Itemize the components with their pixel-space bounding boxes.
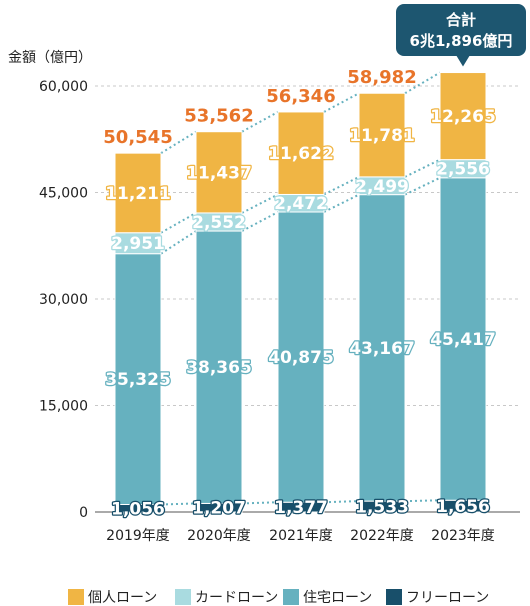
connector-free bbox=[323, 500, 360, 504]
data-label-personal: 11,622 bbox=[268, 144, 334, 164]
y-tick-label: 45,000 bbox=[39, 186, 88, 202]
y-tick-label: 60,000 bbox=[39, 79, 88, 95]
data-label-card: 2,552 bbox=[192, 213, 246, 233]
connector-housing bbox=[323, 193, 360, 213]
connector-personal bbox=[404, 71, 441, 95]
data-label-free: 1,377 bbox=[274, 498, 328, 518]
bar-housing bbox=[439, 177, 487, 501]
legend-label-free: フリーローン bbox=[406, 590, 489, 606]
y-tick-label: 15,000 bbox=[39, 399, 88, 415]
bar-housing bbox=[277, 211, 325, 503]
total-label: 58,982 bbox=[347, 67, 416, 88]
bar-housing bbox=[114, 253, 162, 506]
connector-housing bbox=[404, 176, 441, 196]
x-tick-label: 2019年度 bbox=[106, 528, 170, 544]
connector-free bbox=[160, 502, 197, 506]
connector-card bbox=[404, 158, 441, 178]
connector-card bbox=[160, 212, 197, 234]
y-tick-label: 30,000 bbox=[39, 292, 88, 308]
bars bbox=[114, 72, 487, 513]
bar-personal bbox=[114, 152, 162, 234]
legend-swatch-free bbox=[386, 589, 402, 605]
callout-box bbox=[396, 4, 526, 56]
legend-swatch-personal bbox=[68, 589, 84, 605]
connector-personal bbox=[323, 92, 360, 113]
legend: 個人ローン カードローン 住宅ローン フリーローン bbox=[68, 589, 489, 606]
data-label-free: 1,533 bbox=[355, 498, 409, 518]
data-label-personal: 11,781 bbox=[349, 126, 415, 146]
data-label-housing: 38,365 bbox=[186, 358, 252, 378]
callout-line2: 6兆1,896億円 bbox=[410, 32, 513, 50]
total-label: 56,346 bbox=[266, 86, 335, 107]
total-labels: 50,545 53,562 56,346 58,982 bbox=[103, 67, 416, 148]
bar-personal bbox=[277, 111, 325, 195]
data-label-housing: 43,167 bbox=[349, 339, 415, 359]
data-label-personal: 12,265 bbox=[430, 107, 496, 127]
data-label-personal: 11,211 bbox=[105, 184, 171, 204]
data-label-housing: 40,875 bbox=[268, 348, 334, 368]
connector-housing bbox=[160, 230, 197, 255]
legend-swatch-card bbox=[175, 589, 191, 605]
data-label-card: 2,556 bbox=[436, 160, 490, 180]
connector-personal bbox=[160, 130, 197, 154]
legend-label-housing: 住宅ローン bbox=[303, 590, 372, 606]
callout-line1: 合計 bbox=[445, 11, 476, 29]
data-label-housing: 35,325 bbox=[105, 370, 171, 390]
data-label-free: 1,056 bbox=[111, 499, 165, 519]
y-tick-label: 0 bbox=[79, 505, 88, 521]
legend-label-personal: 個人ローン bbox=[88, 590, 157, 606]
x-tick-label: 2023年度 bbox=[431, 528, 495, 544]
connector-free bbox=[404, 499, 441, 503]
segment-labels: 1,056 35,325 2,951 11,211 1,207 38,365 2,552 11… bbox=[104, 106, 497, 521]
x-tick-label: 2022年度 bbox=[350, 528, 414, 544]
callout-pointer bbox=[456, 55, 470, 67]
data-label-card: 2,472 bbox=[274, 194, 328, 214]
data-label-free: 1,207 bbox=[192, 499, 246, 519]
data-label-free: 1,656 bbox=[436, 497, 490, 517]
connector-lines bbox=[160, 71, 441, 506]
bar-personal bbox=[358, 92, 406, 178]
bar-personal bbox=[195, 131, 243, 214]
legend-label-card: カードローン bbox=[195, 590, 278, 606]
connector-housing bbox=[241, 211, 279, 232]
y-axis-label: 金額（億円） bbox=[8, 50, 92, 66]
bar-housing bbox=[358, 194, 406, 502]
connector-free bbox=[241, 501, 279, 505]
connector-card bbox=[323, 175, 360, 196]
data-label-personal: 11,437 bbox=[186, 163, 252, 183]
legend-swatch-housing bbox=[283, 589, 299, 605]
total-label: 50,545 bbox=[103, 127, 172, 148]
x-tick-label: 2020年度 bbox=[187, 528, 251, 544]
connector-personal bbox=[241, 111, 279, 133]
bar-personal bbox=[439, 72, 487, 161]
connector-card bbox=[241, 193, 279, 214]
y-tick-labels: 0 15,000 30,000 45,000 60,000 bbox=[39, 79, 88, 521]
x-tick-labels: 2019年度 2020年度 2021年度 2022年度 2023年度 bbox=[106, 528, 495, 544]
data-label-card: 2,951 bbox=[111, 234, 165, 254]
data-label-card: 2,499 bbox=[355, 177, 409, 197]
data-label-housing: 45,417 bbox=[430, 330, 496, 350]
total-callout: 合計 6兆1,896億円 bbox=[396, 4, 526, 67]
total-label: 53,562 bbox=[184, 106, 253, 127]
x-tick-label: 2021年度 bbox=[269, 528, 333, 544]
